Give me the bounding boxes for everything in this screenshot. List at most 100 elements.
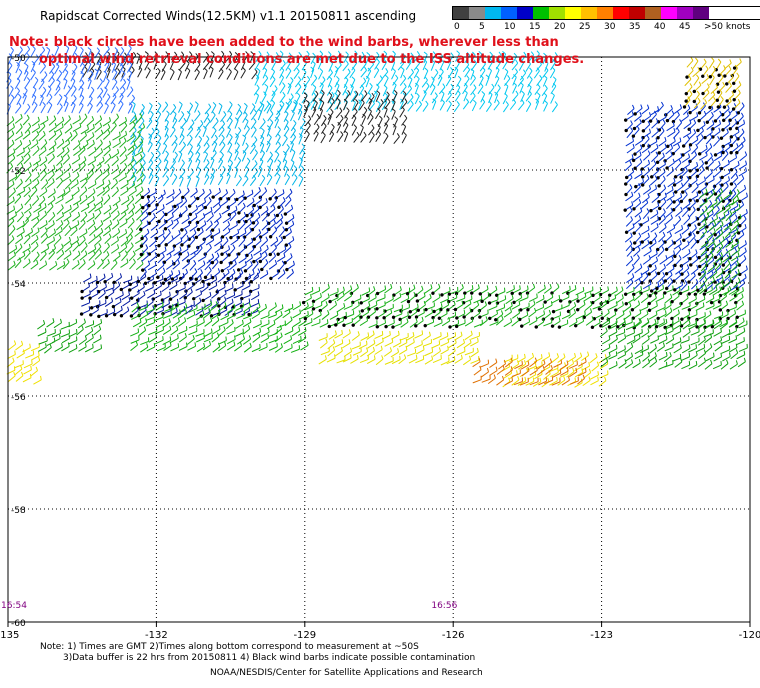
wind-barb-feather <box>403 74 407 79</box>
wind-barb <box>132 321 142 328</box>
wind-barb <box>212 201 221 209</box>
contamination-dot <box>656 136 660 140</box>
wind-barb-feather <box>319 50 324 55</box>
wind-barb-feather <box>263 67 268 71</box>
wind-barb-feather <box>373 286 376 291</box>
wind-barb <box>30 72 36 81</box>
wind-barb <box>504 380 513 386</box>
wind-barb <box>132 177 137 187</box>
wind-barb <box>211 292 219 299</box>
contamination-dot <box>237 211 241 215</box>
wind-barb <box>146 322 155 327</box>
wind-barb-feather <box>37 211 40 217</box>
wind-barb-feather <box>381 337 384 342</box>
wind-barb-feather <box>284 165 289 169</box>
wind-barb-feather <box>53 115 57 120</box>
wind-barb-feather <box>125 117 128 122</box>
wind-barb-feather <box>191 275 194 280</box>
wind-barb-feather <box>138 58 143 62</box>
wind-barb-feather <box>624 320 627 325</box>
wind-barb-feather <box>97 63 102 68</box>
wind-barb <box>235 130 242 139</box>
wind-barb-feather <box>709 343 713 348</box>
contamination-dot <box>103 279 107 284</box>
wind-barb-feather <box>164 125 169 130</box>
wind-barb-feather <box>363 66 367 71</box>
contamination-dot <box>140 268 145 272</box>
wind-barb-feather <box>703 335 706 340</box>
wind-barb-feather <box>43 86 47 91</box>
wind-barb <box>258 307 267 314</box>
wind-barb-feather <box>472 74 476 79</box>
wind-barb <box>218 123 226 132</box>
wind-barb <box>95 151 103 159</box>
wind-barb-feather <box>205 166 210 170</box>
wind-barb <box>277 272 286 280</box>
wind-barb-feather <box>403 82 407 87</box>
wind-barb-feather <box>78 115 81 120</box>
wind-barb-feather <box>655 118 659 123</box>
wind-barb-feather <box>28 194 32 199</box>
wind-barb-feather <box>142 123 146 128</box>
wind-barb-feather <box>36 234 39 239</box>
wind-barb-feather <box>176 325 179 330</box>
wind-barb-feather <box>165 175 170 180</box>
wind-barb <box>532 381 542 387</box>
wind-barb-feather <box>647 159 651 164</box>
wind-barb-feather <box>202 188 205 193</box>
wind-barb <box>218 340 227 345</box>
wind-barb <box>135 222 143 231</box>
wind-barb <box>649 163 657 171</box>
wind-barb-feather <box>90 67 95 72</box>
wind-barb-feather <box>371 60 375 65</box>
wind-barb-feather <box>58 234 62 239</box>
wind-barb <box>640 348 649 354</box>
wind-barb-feather <box>266 125 271 129</box>
wind-barb <box>122 300 131 307</box>
contamination-dot <box>252 259 256 264</box>
wind-barb-feather <box>279 50 284 55</box>
wind-barb-feather <box>154 188 157 193</box>
wind-barb-feather <box>141 109 145 114</box>
wind-barb <box>110 239 119 246</box>
wind-barb-feather <box>255 259 259 264</box>
wind-barb-feather <box>166 110 170 115</box>
wind-barb <box>15 64 20 74</box>
contamination-dot <box>713 153 718 157</box>
wind-barb-feather <box>214 134 218 139</box>
wind-barb <box>179 129 185 138</box>
wind-barb-feather <box>239 272 242 277</box>
wind-barb-feather <box>234 166 239 170</box>
wind-barb-feather <box>405 338 408 343</box>
wind-barb <box>64 103 69 113</box>
wind-barb-feather <box>399 286 402 291</box>
wind-barb-feather <box>709 143 713 148</box>
wind-barb-feather <box>154 269 157 274</box>
wind-barb-feather <box>480 74 484 79</box>
wind-barb-feather <box>550 301 553 306</box>
wind-barb <box>688 324 697 330</box>
wind-barb <box>129 261 136 270</box>
wind-barb-feather <box>180 126 184 130</box>
wind-barb-feather <box>523 69 527 74</box>
wind-barb-feather <box>228 205 230 210</box>
wind-barb <box>95 223 104 231</box>
wind-barb <box>218 129 225 138</box>
wind-barb-feather <box>720 336 723 341</box>
wind-barb <box>608 364 618 370</box>
wind-barb-feather <box>53 130 57 135</box>
wind-barb-feather <box>332 346 336 351</box>
wind-barb <box>536 369 545 376</box>
wind-barb <box>728 347 738 353</box>
wind-barb-feather <box>187 187 190 192</box>
wind-barb <box>95 200 104 207</box>
wind-barb-feather <box>703 357 707 362</box>
wind-barb <box>367 100 373 109</box>
wind-barb <box>365 78 370 88</box>
wind-barb <box>169 168 175 177</box>
wind-barb <box>39 214 47 221</box>
wind-barb-feather <box>87 47 92 51</box>
wind-barb <box>136 213 144 221</box>
wind-barb <box>470 71 475 80</box>
wind-barb-feather <box>342 291 345 296</box>
